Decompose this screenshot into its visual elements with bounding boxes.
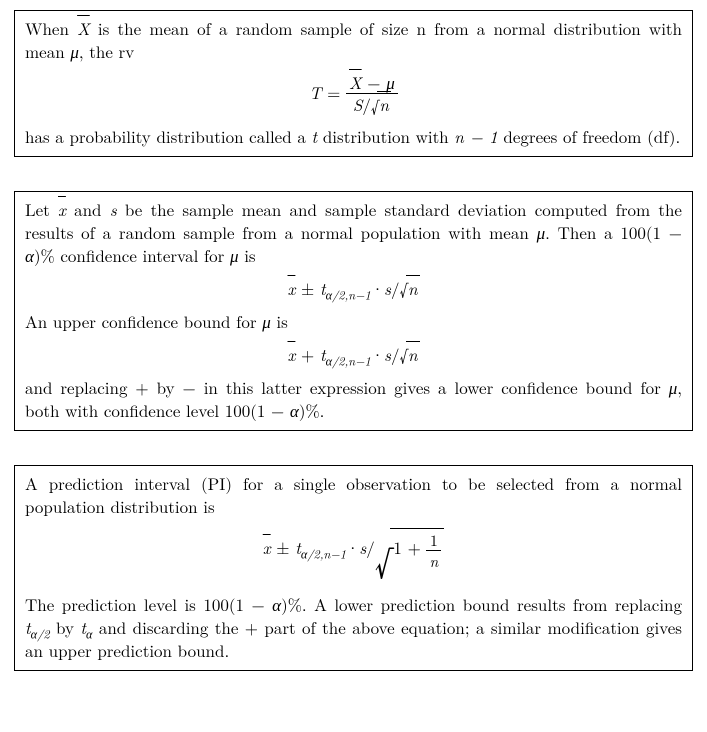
- fraction: X − μ S/√n: [346, 73, 398, 117]
- subscript: α/2,n−1: [301, 545, 346, 563]
- sqrt-n: √n: [371, 92, 391, 116]
- text: 1 +: [393, 535, 426, 559]
- slash: /: [391, 342, 400, 366]
- symbol-mu: μ: [262, 309, 271, 333]
- operator-pm: ±: [271, 535, 296, 559]
- symbol-T: T: [309, 80, 321, 104]
- symbol-n-minus-1: n − 1: [454, 124, 497, 148]
- text: distribution with: [317, 124, 454, 148]
- operator-plus: +: [295, 342, 320, 366]
- text: /: [362, 92, 371, 116]
- symbol-alpha: α: [25, 243, 34, 267]
- text: and discarding the + part of the above e…: [25, 615, 682, 662]
- symbol-alpha: α: [272, 592, 281, 616]
- text: −: [362, 70, 387, 94]
- text: , the rv: [79, 39, 134, 63]
- sqrt-expr: √1 + 1n: [375, 535, 445, 559]
- text: degrees of freedom (df).: [498, 124, 680, 148]
- text: is: [271, 309, 288, 333]
- symbol-alpha: α: [290, 398, 299, 422]
- formula-ci: x ± tα/2,n−1·s/√n: [25, 277, 682, 302]
- text: and: [66, 197, 110, 221]
- symbol-xbar-cap: X: [77, 16, 90, 40]
- definition-box-confidence-interval: Let x and s be the sample mean and sampl…: [14, 191, 693, 431]
- symbol-mu: μ: [70, 39, 79, 63]
- formula-t-statistic: T = X − μ S/√n: [25, 73, 682, 117]
- text: )%. A lower prediction bound results fro…: [281, 592, 682, 616]
- slash: /: [391, 276, 400, 300]
- operator-pm: ±: [295, 276, 320, 300]
- symbol-xbar: x: [263, 535, 271, 559]
- formula-upper-bound: x + tα/2,n−1·s/√n: [25, 343, 682, 368]
- text: Let: [25, 197, 58, 221]
- dot: ·: [346, 535, 359, 559]
- formula-pi: x ± tα/2,n−1·s/√1 + 1n: [25, 528, 682, 585]
- symbol-mu: μ: [537, 220, 546, 244]
- dot: ·: [371, 342, 384, 366]
- text: by: [50, 615, 81, 639]
- text: )%.: [299, 398, 325, 422]
- text: has a probability distribution called a: [25, 124, 312, 148]
- definition-box-prediction-interval: A prediction interval (PI) for a single …: [14, 465, 693, 671]
- sqrt-n: √n: [400, 342, 420, 366]
- sqrt-n: √n: [400, 276, 420, 300]
- subscript: α/2,n−1: [326, 352, 371, 370]
- text: A prediction interval (PI) for a single …: [25, 471, 682, 518]
- dot: ·: [371, 276, 384, 300]
- text: . Then a 100(1 −: [545, 220, 682, 244]
- text: When: [25, 16, 77, 40]
- symbol-mu: μ: [669, 375, 678, 399]
- text: The prediction level is 100(1 −: [25, 592, 272, 616]
- text: An upper confidence bound for: [25, 309, 262, 333]
- text: and replacing + by − in this latter expr…: [25, 375, 669, 399]
- symbol-mu: μ: [230, 243, 239, 267]
- symbol-s: s: [384, 342, 391, 366]
- definition-box-t-distribution: When X is the mean of a random sample of…: [14, 10, 693, 157]
- symbol-xbar-cap: X: [349, 70, 362, 94]
- symbol-xbar: x: [58, 197, 66, 221]
- fraction-1-over-n: 1n: [426, 531, 441, 570]
- subscript: α/2,n−1: [326, 285, 371, 303]
- symbol-S: S: [353, 92, 363, 116]
- text: )% confidence interval for: [34, 243, 230, 267]
- slash: /: [366, 535, 375, 559]
- symbol-s: s: [110, 197, 117, 221]
- text: is: [239, 243, 256, 267]
- symbol-s: s: [384, 276, 391, 300]
- symbol-mu: μ: [386, 70, 395, 94]
